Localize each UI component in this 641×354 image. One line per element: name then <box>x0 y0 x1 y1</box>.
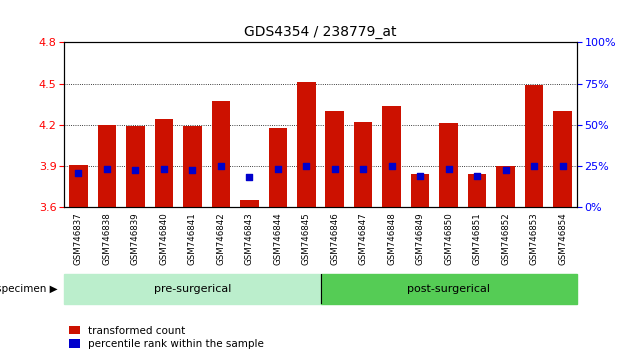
Point <box>358 166 369 172</box>
Legend: transformed count, percentile rank within the sample: transformed count, percentile rank withi… <box>69 326 264 349</box>
Text: GSM746848: GSM746848 <box>387 212 396 265</box>
Bar <box>354 122 372 207</box>
Text: GSM746849: GSM746849 <box>416 212 425 265</box>
Text: GSM746854: GSM746854 <box>558 212 567 265</box>
Bar <box>525 85 544 207</box>
Bar <box>269 127 287 207</box>
Text: GSM746853: GSM746853 <box>529 212 538 265</box>
Bar <box>411 174 429 207</box>
Point <box>215 163 226 169</box>
Text: GSM746850: GSM746850 <box>444 212 453 265</box>
Text: GSM746838: GSM746838 <box>103 212 112 265</box>
Bar <box>183 126 201 207</box>
Bar <box>326 111 344 207</box>
Point <box>329 166 340 172</box>
Text: GSM746842: GSM746842 <box>216 212 225 265</box>
Point <box>415 173 426 178</box>
Bar <box>383 105 401 207</box>
Bar <box>320 274 577 304</box>
Point <box>387 163 397 169</box>
Bar <box>97 125 116 207</box>
Point <box>244 174 254 180</box>
Point <box>159 166 169 172</box>
Point <box>102 166 112 172</box>
Text: GSM746837: GSM746837 <box>74 212 83 265</box>
Point <box>187 167 197 173</box>
Text: GSM746839: GSM746839 <box>131 212 140 265</box>
Point <box>501 167 511 173</box>
Point <box>529 163 539 169</box>
Text: GSM746844: GSM746844 <box>273 212 282 265</box>
Point <box>472 173 482 178</box>
Point <box>73 170 83 176</box>
Bar <box>496 166 515 207</box>
Bar <box>154 119 173 207</box>
Bar <box>126 126 145 207</box>
Bar <box>212 102 230 207</box>
Text: post-surgerical: post-surgerical <box>407 284 490 295</box>
Bar <box>468 174 487 207</box>
Point <box>558 163 568 169</box>
Bar <box>64 274 321 304</box>
Text: GSM746845: GSM746845 <box>302 212 311 265</box>
Point <box>272 166 283 172</box>
Point <box>444 166 454 172</box>
Text: GSM746840: GSM746840 <box>160 212 169 265</box>
Point <box>130 167 140 173</box>
Text: GSM746841: GSM746841 <box>188 212 197 265</box>
Point <box>301 163 312 169</box>
Text: specimen ▶: specimen ▶ <box>0 284 58 295</box>
Text: GSM746843: GSM746843 <box>245 212 254 265</box>
Bar <box>553 111 572 207</box>
Bar <box>297 82 315 207</box>
Text: pre-surgerical: pre-surgerical <box>154 284 231 295</box>
Text: GSM746846: GSM746846 <box>330 212 339 265</box>
Bar <box>69 165 88 207</box>
Bar <box>440 124 458 207</box>
Text: GSM746847: GSM746847 <box>359 212 368 265</box>
Text: GSM746852: GSM746852 <box>501 212 510 265</box>
Bar <box>240 200 258 207</box>
Text: GSM746851: GSM746851 <box>472 212 481 265</box>
Text: GDS4354 / 238779_at: GDS4354 / 238779_at <box>244 25 397 39</box>
